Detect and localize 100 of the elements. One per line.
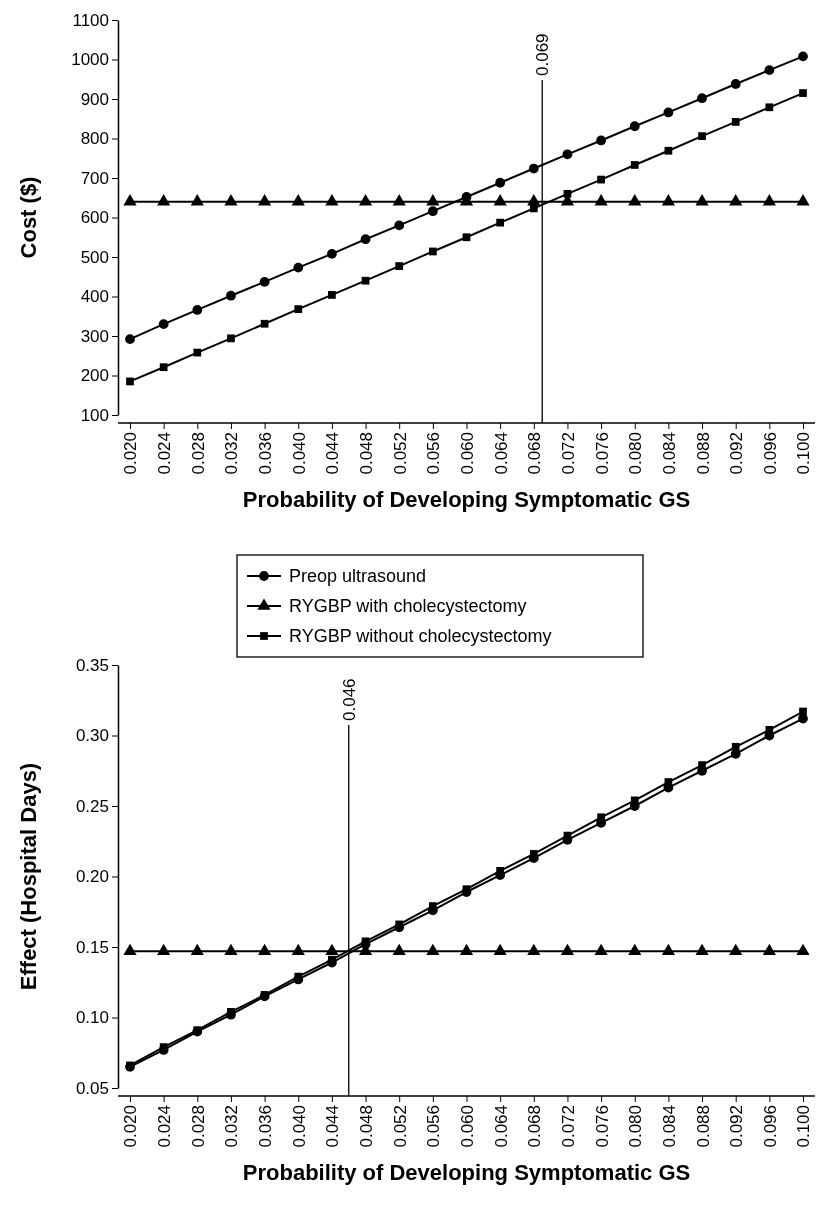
legend-label: RYGBP without cholecystectomy <box>289 626 552 646</box>
x-tick-label: 0.036 <box>256 1105 276 1148</box>
point <box>731 742 740 751</box>
point <box>158 319 169 330</box>
point <box>731 118 740 126</box>
point <box>698 761 706 769</box>
point <box>493 194 507 206</box>
point <box>596 135 606 146</box>
point <box>227 334 235 343</box>
x-axis-title: Probability of Developing Symptomatic GS <box>242 487 691 512</box>
x-tick-label: 0.100 <box>794 1105 814 1148</box>
y-tick-label: 600 <box>80 208 109 228</box>
point <box>159 363 168 372</box>
y-axis-title: Cost ($) <box>16 176 41 259</box>
y-tick-label: 100 <box>80 405 109 425</box>
point <box>765 103 774 112</box>
point <box>697 93 707 104</box>
x-tick-label: 0.072 <box>558 432 578 475</box>
point <box>762 194 776 206</box>
point <box>563 189 572 198</box>
x-tick-label: 0.040 <box>289 1105 309 1148</box>
x-tick-label: 0.040 <box>289 432 309 475</box>
x-tick-label: 0.064 <box>491 1105 511 1148</box>
x-tick-label: 0.048 <box>357 1105 376 1148</box>
point <box>630 796 639 805</box>
point <box>730 79 741 89</box>
x-axis-title: Probability of Developing Symptomatic GS <box>242 1160 691 1185</box>
point <box>729 194 743 206</box>
point <box>528 163 539 174</box>
point <box>630 161 639 169</box>
x-tick-label: 0.052 <box>390 1105 410 1148</box>
point <box>796 943 810 956</box>
x-tick-label: 0.076 <box>592 1105 612 1148</box>
point <box>224 943 238 956</box>
point <box>594 194 608 206</box>
x-tick-label: 0.024 <box>155 432 175 475</box>
point <box>459 943 474 956</box>
y-tick-label: 0.15 <box>75 937 109 957</box>
point <box>325 943 339 956</box>
y-tick-label: 0.25 <box>75 796 109 816</box>
point <box>664 778 673 786</box>
point <box>157 194 171 206</box>
point <box>426 943 440 956</box>
point <box>123 943 137 956</box>
point <box>629 121 640 132</box>
point <box>428 247 437 256</box>
point <box>395 262 404 270</box>
point <box>123 194 137 206</box>
point <box>628 943 642 956</box>
point <box>192 305 203 315</box>
point <box>190 194 204 206</box>
x-tick-label: 0.100 <box>794 432 814 475</box>
point <box>294 305 303 314</box>
point <box>527 943 541 956</box>
y-tick-label: 1100 <box>72 10 109 30</box>
point <box>661 194 675 206</box>
point <box>493 943 507 956</box>
point <box>562 149 573 160</box>
y-axis-title: Effect (Hospital Days) <box>16 762 41 991</box>
point <box>762 943 776 956</box>
point <box>190 943 204 956</box>
point <box>495 177 506 188</box>
point <box>224 194 238 206</box>
point <box>361 276 370 285</box>
point <box>798 51 808 62</box>
x-tick-label: 0.060 <box>457 432 477 475</box>
point <box>291 943 305 956</box>
point <box>764 65 775 76</box>
x-tick-label: 0.036 <box>256 432 276 475</box>
x-tick-label: 0.020 <box>121 432 141 475</box>
point <box>125 334 135 345</box>
x-tick-label: 0.080 <box>626 432 646 475</box>
x-tick-label: 0.044 <box>323 432 343 475</box>
y-tick-label: 200 <box>80 366 109 386</box>
point <box>560 943 575 956</box>
legend-label: Preop ultrasound <box>289 566 427 586</box>
point <box>799 89 807 97</box>
y-tick-label: 0.10 <box>75 1008 109 1028</box>
y-tick-label: 0.35 <box>75 655 109 675</box>
point <box>529 204 538 213</box>
point <box>193 348 202 357</box>
y-tick-label: 0.30 <box>75 726 109 746</box>
y-tick-label: 0.20 <box>75 867 109 887</box>
ref-line-label: 0.069 <box>533 33 553 76</box>
point <box>260 319 269 328</box>
x-tick-label: 0.052 <box>390 432 410 475</box>
legend-label: RYGBP with cholecystectomy <box>289 596 527 616</box>
point <box>496 218 505 227</box>
x-tick-label: 0.068 <box>525 432 545 475</box>
point <box>360 234 371 245</box>
x-tick-label: 0.096 <box>760 1105 780 1148</box>
y-tick-label: 1000 <box>71 50 109 70</box>
x-tick-label: 0.032 <box>222 1105 242 1148</box>
x-tick-label: 0.088 <box>693 432 713 475</box>
point <box>293 262 304 273</box>
x-tick-label: 0.092 <box>727 432 747 475</box>
point <box>594 943 608 956</box>
x-tick-label: 0.092 <box>727 1105 747 1148</box>
point <box>796 194 810 206</box>
y-tick-label: 0.05 <box>75 1078 109 1098</box>
